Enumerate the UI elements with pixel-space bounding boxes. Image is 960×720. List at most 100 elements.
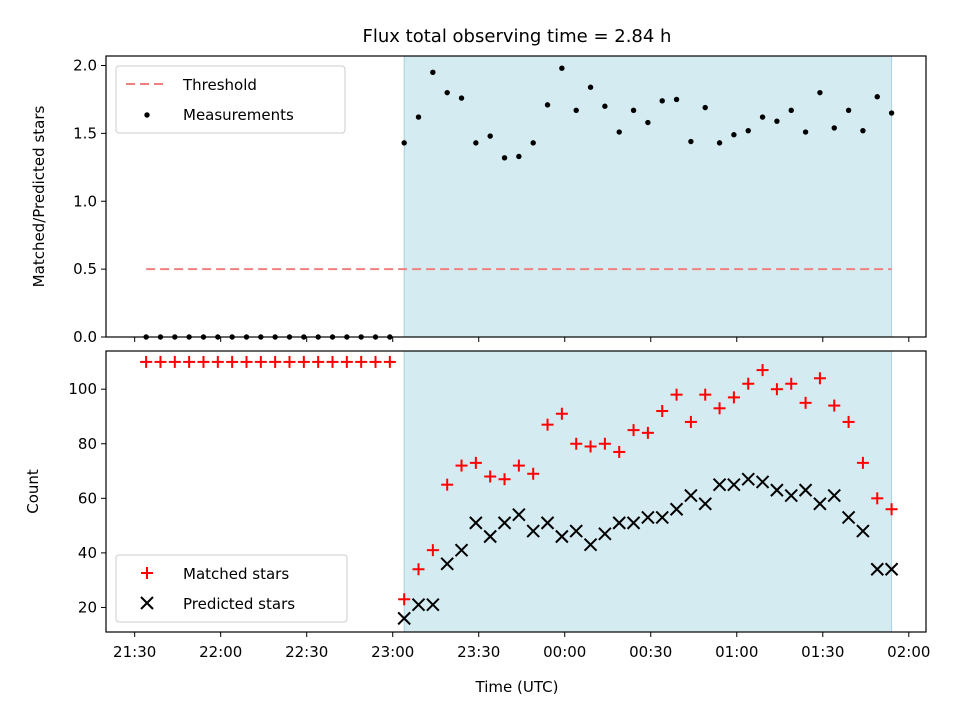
x-tick-label-8: 01:30: [801, 643, 844, 661]
point-predicted-stars-32: [598, 527, 612, 541]
point-matched-stars-12: [312, 355, 325, 368]
point-matched-stars-39: [699, 388, 712, 401]
point-predicted-stars-38: [684, 488, 698, 503]
panel-count: 21:30 22:00 22:30 23:00 23:30 00:00 00:30 01:00…: [24, 350, 930, 696]
point-predicted-stars-27: [526, 524, 540, 538]
legend-threshold-label: Threshold: [182, 76, 257, 94]
point-measurements-35: [645, 119, 651, 126]
point-measurements-32: [602, 103, 608, 109]
point-measurements-23: [473, 140, 479, 146]
point-measurements-50: [860, 127, 866, 134]
panel-ratio: 0.00.51.01.52.0 Matched/Predicted stars …: [30, 55, 927, 346]
point-matched-stars-23: [469, 456, 482, 469]
point-matched-stars-44: [770, 383, 783, 396]
point-predicted-stars-28: [540, 516, 555, 530]
point-measurements-24: [487, 133, 493, 139]
chart-title: Flux total observing time = 2.84 h: [363, 26, 672, 47]
legend-matched-swatch: [141, 567, 153, 579]
point-measurements-30: [573, 107, 579, 113]
legend-predicted-swatch: [140, 596, 154, 610]
point-predicted-stars-50: [856, 524, 870, 538]
point-measurements-34: [630, 107, 637, 113]
point-predicted-stars-31: [583, 537, 598, 552]
y-tick-label-0-0: 0.0: [73, 328, 97, 346]
point-measurements-21: [444, 89, 450, 96]
x-tick-label-2: 22:30: [285, 643, 328, 661]
point-matched-stars-50: [856, 456, 869, 469]
point-measurements-20: [430, 69, 436, 75]
x-tick-label-0: 21:30: [113, 643, 156, 661]
point-measurements-18: [401, 140, 407, 146]
point-measurements-36: [659, 98, 665, 104]
point-predicted-stars-51: [870, 562, 884, 576]
panel-count-shade: [403, 350, 893, 633]
point-predicted-stars-25: [497, 516, 512, 530]
point-matched-stars-5: [211, 355, 224, 368]
point-matched-stars-33: [613, 445, 626, 458]
y-tick-label-1-4: 100: [68, 380, 97, 398]
point-matched-stars-46: [799, 396, 812, 409]
legend-predicted-label: Predicted stars: [183, 595, 295, 613]
y-tick-label-0-2: 1.0: [73, 192, 97, 210]
y-tick-label-0-1: 0.5: [73, 260, 97, 278]
point-predicted-stars-44: [770, 483, 784, 497]
point-measurements-43: [759, 114, 766, 120]
point-matched-stars-20: [426, 544, 439, 557]
point-matched-stars-15: [355, 355, 368, 368]
point-matched-stars-37: [670, 388, 683, 401]
point-measurements-52: [888, 110, 895, 116]
point-measurements-19: [415, 114, 422, 120]
point-matched-stars-49: [842, 415, 855, 428]
point-matched-stars-8: [254, 355, 267, 368]
point-matched-stars-16: [369, 355, 382, 368]
legend-matched-label: Matched stars: [183, 565, 289, 583]
point-predicted-stars-24: [483, 529, 497, 544]
legend-measurements-swatch: [144, 112, 150, 118]
point-measurements-27: [530, 140, 536, 146]
point-measurements-47: [817, 89, 823, 96]
point-matched-stars-18: [398, 593, 411, 606]
point-matched-stars-17: [383, 355, 396, 368]
point-predicted-stars-48: [827, 488, 841, 503]
point-predicted-stars-52: [884, 562, 899, 576]
point-measurements-48: [831, 125, 837, 131]
point-matched-stars-41: [727, 391, 740, 404]
point-measurements-28: [544, 102, 551, 108]
ratio-ylabel: Matched/Predicted stars: [30, 106, 48, 288]
point-matched-stars-1: [154, 355, 167, 368]
point-predicted-stars-46: [798, 483, 813, 497]
x-tick-label-6: 00:30: [629, 643, 672, 661]
point-matched-stars-19: [412, 563, 425, 576]
y-tick-label-1-2: 60: [78, 489, 97, 507]
point-matched-stars-29: [555, 407, 568, 420]
point-predicted-stars-35: [641, 510, 655, 525]
point-predicted-stars-43: [755, 475, 770, 489]
point-matched-stars-38: [684, 415, 697, 428]
panel-ratio-frame: [105, 55, 927, 338]
point-predicted-stars-30: [569, 524, 583, 538]
point-matched-stars-45: [785, 377, 798, 390]
count-ylabel: Count: [24, 469, 42, 514]
point-matched-stars-32: [598, 437, 611, 450]
point-measurements-49: [845, 107, 852, 113]
point-measurements-38: [688, 138, 694, 145]
point-measurements-37: [673, 96, 680, 103]
point-measurements-22: [458, 95, 465, 101]
point-predicted-stars-33: [612, 516, 626, 530]
point-matched-stars-27: [527, 467, 540, 480]
x-tick-label-1: 22:00: [199, 643, 242, 661]
point-matched-stars-35: [641, 426, 654, 439]
point-predicted-stars-22: [454, 543, 469, 557]
point-predicted-stars-36: [655, 510, 669, 525]
point-predicted-stars-49: [841, 510, 856, 525]
point-matched-stars-10: [283, 355, 296, 368]
point-matched-stars-7: [240, 355, 253, 368]
y-tick-label-0-3: 1.5: [73, 124, 97, 142]
legend-measurements-label: Measurements: [183, 106, 294, 124]
point-predicted-stars-29: [555, 529, 569, 544]
point-matched-stars-6: [226, 355, 239, 368]
point-matched-stars-28: [541, 418, 554, 431]
point-measurements-40: [716, 140, 723, 146]
point-predicted-stars-42: [741, 472, 755, 486]
point-predicted-stars-47: [813, 497, 827, 511]
